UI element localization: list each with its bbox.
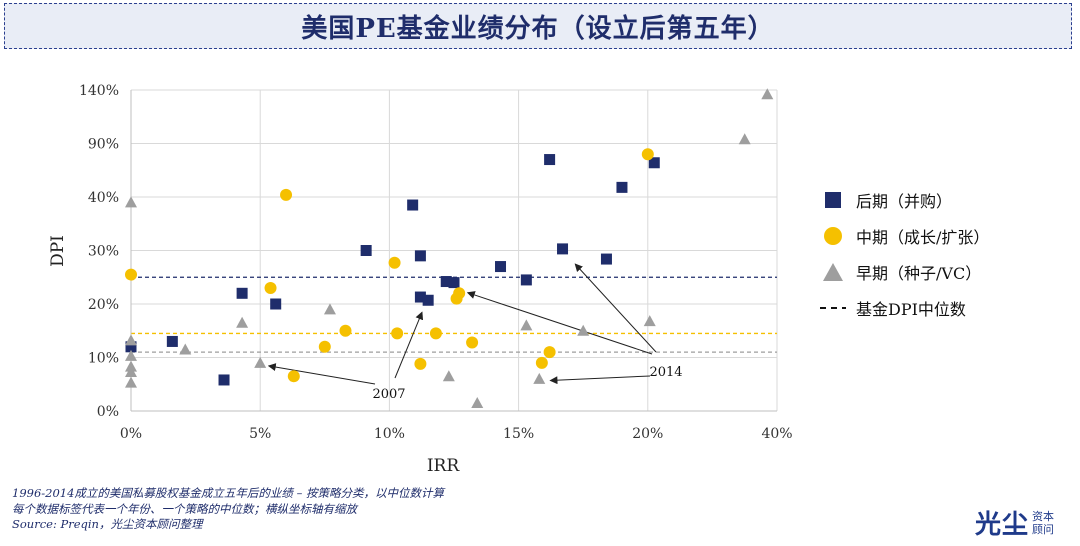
square-marker-icon [825,192,841,208]
early-stage-point [442,370,455,382]
x-tick-label: 10% [374,426,405,442]
y-tick-label: 30% [88,244,119,260]
logo-subtext: 资本 顾问 [1032,509,1055,536]
early-stage-point [125,334,137,346]
late-stage-point [600,253,612,265]
early-stage-point [125,376,137,388]
y-tick-label: 20% [88,297,119,313]
page-title: 美国PE基金业绩分布（设立后第五年） [301,13,775,44]
legend-item-late: 后期（并购） [820,182,989,218]
late-stage-point [166,335,178,347]
x-tick-label: 40% [761,426,792,442]
y-tick-label: 90% [88,137,119,153]
early-stage-point [577,324,590,336]
annotation-label: 2007 [372,387,405,402]
footnote-line: 1996-2014成立的美国私募股权基金成立五年后的业绩 – 按策略分类，以中位… [12,486,444,500]
early-stage-point [125,196,137,208]
late-stage-point [448,277,460,289]
mid-stage-point [125,268,137,281]
early-stage-point [323,303,336,315]
footnote-line: Source: Preqin，光尘资本顾问整理 [12,517,203,531]
legend-label: 后期（并购） [856,192,953,211]
mid-stage-point [543,346,556,359]
annotation-arrow [267,363,376,385]
late-stage-point [218,374,230,386]
late-stage-point [557,243,569,255]
early-stage-point [125,349,137,361]
footnote-line: 每个数据标签代表一个年份、一个策略的中位数；横纵坐标轴有缩放 [12,501,357,516]
early-stage-point [761,88,774,100]
late-stage-point [407,199,419,211]
x-tick-label: 20% [632,426,663,442]
legend-label: 中期（成长/扩张） [856,228,990,247]
early-stage-point [533,372,546,384]
logo: 光尘 资本 顾问 [975,504,1054,541]
annotation-arrow [574,263,657,353]
late-stage-point [648,157,660,169]
late-stage-point [520,274,532,286]
mid-stage-point [466,336,479,349]
y-tick-label: 140% [79,83,119,99]
x-tick-label: 5% [249,426,271,442]
mid-stage-point [318,340,331,353]
legend-label: 早期（种子/VC） [856,264,982,283]
mid-stage-point [429,327,442,340]
mid-stage-point [339,324,352,337]
late-stage-point [360,245,372,256]
early-stage-point [254,356,267,368]
mid-stage-point [414,357,427,370]
title-banner: 美国PE基金业绩分布（设立后第五年） [4,3,1072,49]
legend-item-early: 早期（种子/VC） [820,254,989,290]
circle-marker-icon [824,227,842,245]
late-stage-point [616,181,628,193]
late-stage-point [125,341,137,353]
x-tick-label: 0% [120,426,142,442]
y-tick-label: 10% [88,351,119,367]
x-axis-title: IRR [427,456,461,476]
legend-item-mid: 中期（成长/扩张） [820,218,989,254]
mid-stage-point [391,327,404,340]
early-stage-point [471,396,484,408]
legend-label: 基金DPI中位数 [856,300,966,319]
triangle-marker-icon [823,263,843,281]
late-stage-point [236,287,248,299]
early-stage-point [643,315,656,327]
annotation-label: 2014 [649,365,682,380]
annotation-arrow [466,291,653,355]
mid-stage-point [287,370,300,383]
footnote: 1996-2014成立的美国私募股权基金成立五年后的业绩 – 按策略分类，以中位… [12,486,444,533]
dashed-line-icon [820,307,846,309]
annotation-arrow [394,311,424,379]
logo-mark: 光尘 [975,510,1030,540]
mid-stage-point [388,256,401,269]
mid-stage-point [453,287,466,300]
mid-stage-point [641,148,654,161]
y-tick-label: 0% [97,404,119,420]
y-tick-label: 40% [88,190,119,206]
legend-item-median: 基金DPI中位数 [820,290,989,326]
early-stage-point [236,316,249,328]
early-stage-point [125,365,137,377]
late-stage-point [270,298,282,310]
early-stage-point [520,319,533,331]
annotation-arrow [549,375,651,385]
mid-stage-point [535,356,548,369]
early-stage-point [179,343,192,355]
late-stage-point [414,291,426,303]
late-stage-point [544,154,556,166]
y-axis-title: DPI [48,235,68,267]
early-stage-point [738,133,751,145]
x-tick-label: 15% [503,426,534,442]
late-stage-point [422,294,434,306]
mid-stage-point [280,188,293,201]
late-stage-point [495,261,507,273]
late-stage-point [414,250,426,262]
mid-stage-point [264,281,277,294]
late-stage-point [440,276,452,288]
legend: 后期（并购） 中期（成长/扩张） 早期（种子/VC） 基金DPI中位数 [820,182,989,326]
